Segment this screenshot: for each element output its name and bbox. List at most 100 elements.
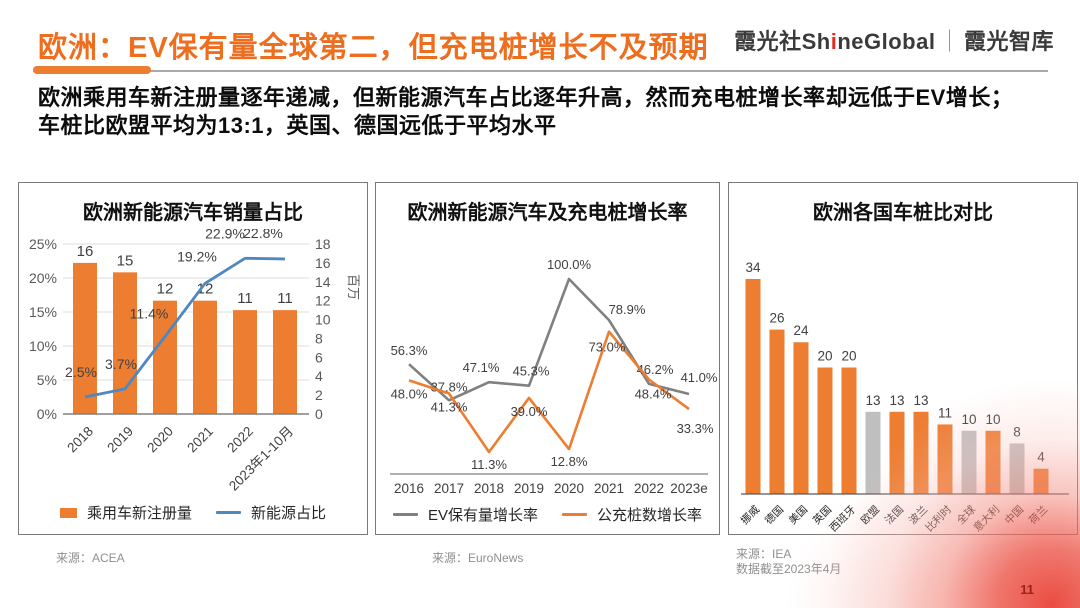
svg-text:2018: 2018: [474, 481, 504, 496]
svg-text:0: 0: [315, 406, 323, 422]
svg-text:11: 11: [237, 290, 253, 307]
source-chart2: 来源：EuroNews: [432, 551, 524, 565]
svg-text:15: 15: [117, 252, 134, 269]
svg-text:20%: 20%: [29, 270, 57, 286]
svg-text:2019: 2019: [514, 481, 544, 496]
logo-cn-thinktank: 霞光智库: [963, 29, 1054, 54]
logo-en-pre: Sh: [801, 29, 831, 54]
svg-text:法国: 法国: [882, 503, 906, 527]
svg-text:2018: 2018: [64, 424, 96, 456]
svg-text:73.0%: 73.0%: [589, 340, 626, 355]
legend-label-nev-share: 新能源占比: [251, 505, 327, 522]
svg-text:2021: 2021: [184, 424, 216, 456]
subtitle-line2: 车桩比欧盟平均为13:1，英国、德国远低于平均水平: [38, 113, 557, 138]
svg-text:16: 16: [77, 243, 94, 260]
chart2-canvas: 2016 2017 2018 2019 2020 2021 2022 2023e 56.3% 37…: [376, 229, 719, 541]
svg-text:4: 4: [1037, 450, 1045, 465]
svg-text:欧盟: 欧盟: [859, 503, 883, 527]
svg-text:2: 2: [315, 387, 323, 403]
svg-text:13: 13: [889, 393, 904, 408]
svg-text:13: 13: [913, 393, 928, 408]
svg-text:美国: 美国: [786, 503, 810, 527]
chart-panel-growth-rates: 欧洲新能源汽车及充电桩增长率 2016 2017 2018 2019 2020 2021 2…: [375, 182, 720, 535]
svg-text:20: 20: [841, 349, 856, 364]
source-chart1: 来源：ACEA: [56, 551, 125, 565]
svg-text:47.1%: 47.1%: [463, 360, 500, 375]
svg-text:2019: 2019: [104, 424, 136, 456]
svg-text:14: 14: [315, 274, 331, 290]
svg-text:2016: 2016: [394, 481, 424, 496]
legend-orange-line-swatch: [562, 513, 587, 516]
svg-text:25%: 25%: [29, 236, 57, 252]
svg-text:16: 16: [315, 255, 331, 271]
svg-text:2.5%: 2.5%: [65, 364, 97, 380]
svg-text:12: 12: [315, 293, 331, 309]
svg-text:2022: 2022: [224, 424, 256, 456]
subtitle: 欧洲乘用车新注册量逐年递减，但新能源汽车占比逐年升高，然而充电桩增长率却远低于E…: [38, 84, 1048, 140]
svg-text:45.3%: 45.3%: [513, 364, 550, 379]
svg-text:11: 11: [277, 290, 293, 307]
brand-logo: 霞光社ShineGlobal ｜霞光智库: [734, 24, 1054, 56]
svg-text:8: 8: [1013, 424, 1021, 439]
chart1-legend: 乘用车新注册量 新能源占比: [19, 502, 367, 523]
svg-text:0%: 0%: [37, 406, 57, 422]
title-divider-line: [33, 70, 1048, 72]
svg-text:6: 6: [315, 349, 323, 365]
legend-bar-swatch: [59, 507, 77, 518]
source-chart3-label: 来源：IEA: [736, 547, 792, 561]
svg-text:挪威: 挪威: [738, 503, 762, 527]
svg-text:12.8%: 12.8%: [551, 454, 588, 469]
svg-text:11.4%: 11.4%: [130, 305, 169, 321]
svg-text:20: 20: [817, 349, 832, 364]
svg-text:22.9%: 22.9%: [205, 229, 245, 241]
svg-text:78.9%: 78.9%: [609, 302, 646, 317]
svg-text:41.3%: 41.3%: [431, 399, 468, 414]
svg-text:48.4%: 48.4%: [635, 387, 672, 402]
svg-text:22.8%: 22.8%: [243, 229, 283, 241]
svg-text:4: 4: [315, 368, 323, 384]
legend-label-registrations: 乘用车新注册量: [86, 505, 192, 522]
legend-gray-line-swatch: [392, 513, 418, 516]
svg-text:意大利: 意大利: [971, 503, 1002, 534]
svg-text:2023e: 2023e: [670, 481, 708, 496]
chart2-legend: EV保有量增长率 公充桩数增长率: [376, 504, 719, 525]
svg-text:56.3%: 56.3%: [391, 343, 428, 358]
source-chart3-note: 数据截至2023年4月: [736, 562, 842, 576]
svg-text:41.0%: 41.0%: [681, 370, 718, 385]
svg-text:2022: 2022: [634, 481, 664, 496]
svg-text:2017: 2017: [434, 481, 464, 496]
subtitle-line1: 欧洲乘用车新注册量逐年递减，但新能源汽车占比逐年升高，然而充电桩增长率却远低于E…: [38, 85, 1014, 110]
svg-text:10: 10: [315, 312, 331, 328]
svg-text:8: 8: [315, 330, 323, 346]
source-chart3: 来源：IEA 数据截至2023年4月: [736, 547, 841, 577]
svg-text:13: 13: [865, 393, 880, 408]
svg-text:15%: 15%: [29, 304, 57, 320]
svg-text:10: 10: [985, 412, 1000, 427]
svg-text:18: 18: [315, 236, 331, 252]
chart3-title: 欧洲各国车桩比对比: [813, 202, 993, 224]
svg-text:24: 24: [793, 323, 809, 338]
logo-separator: ｜: [938, 29, 961, 54]
svg-text:2021: 2021: [594, 481, 624, 496]
svg-text:5%: 5%: [37, 372, 57, 388]
svg-text:2020: 2020: [554, 481, 584, 496]
svg-text:西班牙: 西班牙: [827, 504, 858, 535]
svg-text:3.7%: 3.7%: [105, 356, 137, 372]
chart1-canvas: 0% 5% 10% 15% 20% 25% 0 2 4 6 8 10 12 14 16 18 百万 16 15 12 1…: [19, 225, 367, 541]
logo-cn-shineglobal: 霞光社: [734, 29, 802, 54]
chart1-title: 欧洲新能源汽车销量占比: [83, 202, 303, 224]
page-title: 欧洲：EV保有量全球第二，但充电桩增长不及预期: [38, 32, 709, 64]
svg-text:48.0%: 48.0%: [391, 386, 428, 401]
svg-text:39.0%: 39.0%: [511, 404, 548, 419]
svg-text:19.2%: 19.2%: [177, 248, 217, 264]
page-number: 11: [1020, 582, 1034, 597]
chart-panel-car-charger-ratio: 欧洲各国车桩比对比 34 26 24 20 20 13 13 13 11 10 10 8 4 挪威 德国 美国…: [728, 182, 1078, 535]
chart-panel-sales-share: 欧洲新能源汽车销量占比 0% 5% 10% 15% 20% 25% 0 2 4 6 8 10 12 14 1…: [18, 182, 368, 535]
svg-text:11: 11: [938, 405, 952, 420]
chart2-title: 欧洲新能源汽车及充电桩增长率: [407, 202, 688, 224]
svg-text:荷兰: 荷兰: [1026, 503, 1050, 527]
svg-text:10%: 10%: [29, 338, 57, 354]
svg-text:2020: 2020: [144, 424, 176, 456]
svg-text:12: 12: [157, 281, 174, 298]
